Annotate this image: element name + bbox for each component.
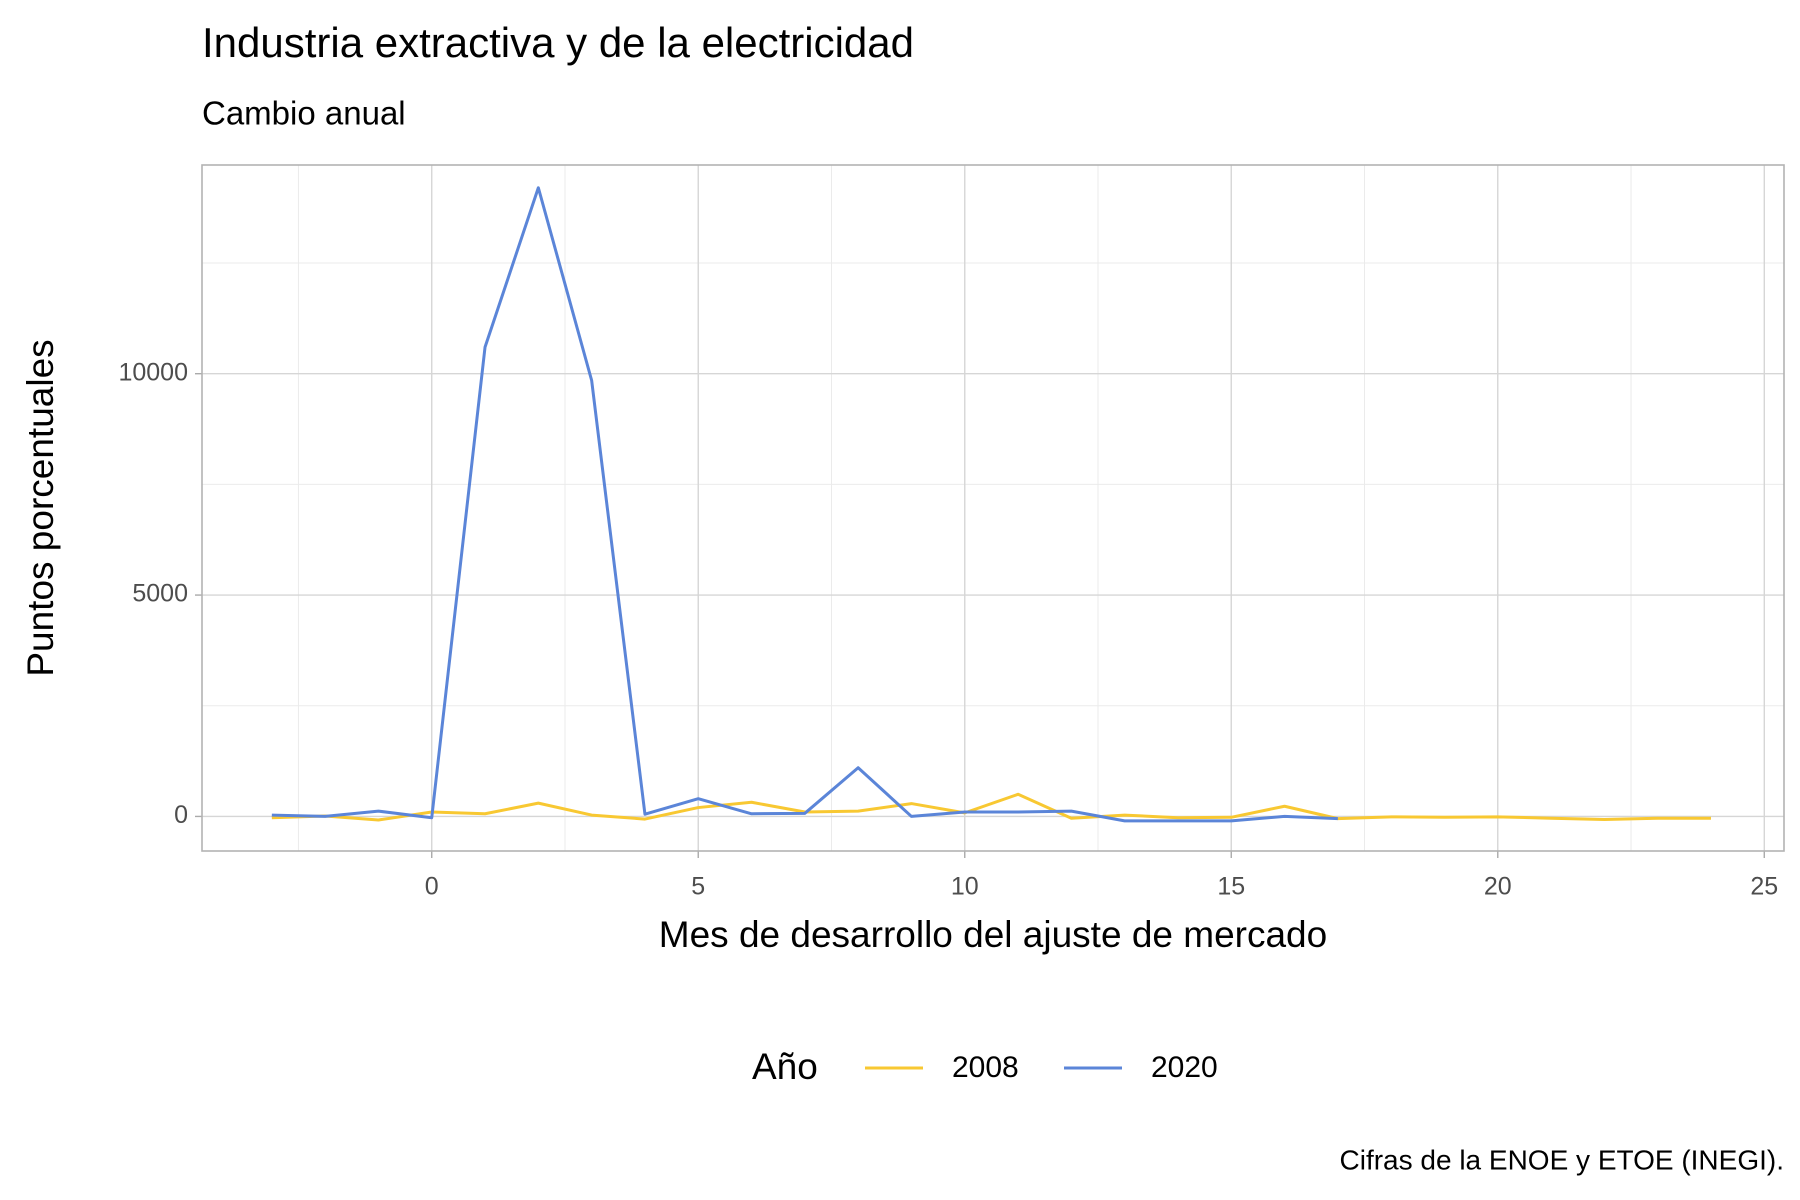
y-tick-label: 5000 — [132, 580, 188, 608]
panel-border — [201, 164, 1785, 852]
grid — [202, 165, 1784, 851]
legend: Año 2008 2020 — [752, 1046, 1218, 1087]
caption: Cifras de la ENOE y ETOE (INEGI). — [1340, 1144, 1784, 1175]
legend-label: 2008 — [952, 1051, 1019, 1084]
y-tick-label: 0 — [174, 801, 188, 829]
series-line — [271, 186, 1338, 823]
x-tick-label: 0 — [425, 873, 439, 901]
legend-label: 2020 — [1151, 1051, 1218, 1084]
x-tick-label: 25 — [1750, 873, 1778, 901]
chart-title: Industria extractiva y de la electricida… — [202, 19, 914, 66]
legend-title: Año — [752, 1046, 818, 1087]
series-line — [271, 792, 1711, 822]
x-tick-label: 15 — [1217, 873, 1245, 901]
x-axis-title: Mes de desarrollo del ajuste de mercado — [659, 914, 1327, 955]
chart-subtitle: Cambio anual — [202, 95, 406, 132]
x-tick-label: 20 — [1484, 873, 1512, 901]
x-tick-label: 5 — [691, 873, 705, 901]
y-axis-title: Puntos porcentuales — [20, 339, 61, 676]
x-tick-label: 10 — [951, 873, 979, 901]
y-tick-label: 10000 — [118, 358, 188, 386]
